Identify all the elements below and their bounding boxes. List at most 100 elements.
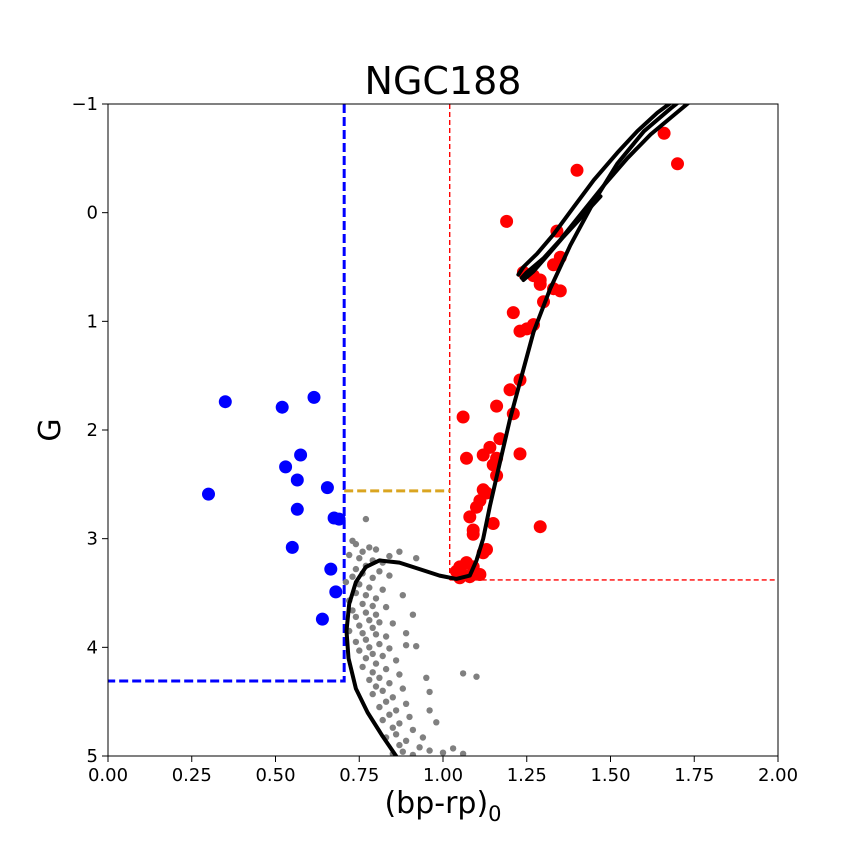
main-sequence-point	[362, 515, 370, 523]
x-axis-label-subscript: 0	[488, 802, 501, 826]
main-sequence-point	[396, 548, 403, 555]
x-tick-label: 2.00	[758, 765, 798, 786]
red-giants-point	[466, 527, 480, 541]
main-sequence-point	[362, 609, 370, 616]
main-sequence-point	[389, 620, 396, 627]
red-giants-point	[657, 126, 671, 140]
main-sequence-point	[402, 700, 410, 707]
main-sequence-point	[409, 726, 417, 734]
red-giants-point	[503, 383, 517, 397]
main-sequence-point	[372, 631, 380, 638]
main-sequence-point	[366, 644, 373, 651]
red-giants-point	[533, 520, 547, 534]
blue-stragglers-point	[294, 448, 308, 462]
main-sequence-point	[369, 624, 376, 631]
x-tick-label: 1.75	[674, 765, 714, 786]
x-axis-label: (bp-rp)0	[384, 786, 501, 826]
red-giants-point	[547, 258, 560, 272]
main-sequence-point	[352, 540, 360, 548]
red-giants-point	[486, 517, 500, 530]
main-sequence-point	[459, 670, 467, 677]
main-sequence-point	[433, 719, 440, 726]
main-sequence-point	[366, 617, 373, 624]
main-sequence-point	[416, 744, 423, 751]
main-sequence-point	[386, 552, 393, 560]
main-sequence-point	[349, 573, 356, 580]
main-sequence-point	[406, 713, 413, 721]
blue-stragglers-point	[332, 512, 346, 526]
blue-stragglers-point	[202, 487, 215, 501]
main-sequence-point	[352, 565, 360, 573]
y-axis-label: G	[33, 418, 68, 441]
blue-stragglers-point	[279, 460, 293, 474]
main-sequence-point	[409, 751, 417, 756]
main-sequence-point	[366, 676, 373, 684]
main-sequence-point	[389, 724, 396, 731]
x-tick-label: 1.00	[423, 765, 463, 786]
blue-stragglers-point	[307, 390, 321, 404]
main-sequence-point	[413, 643, 420, 650]
x-tick-label: 0.25	[172, 765, 212, 786]
main-sequence-point	[362, 655, 370, 662]
main-sequence-point	[413, 555, 420, 562]
blue-stragglers-point	[329, 585, 343, 599]
chart-title: NGC188	[365, 59, 522, 103]
main-sequence-point	[376, 674, 383, 681]
y-tick-label: 1	[87, 311, 98, 332]
red-giants-point	[463, 510, 477, 524]
main-sequence-point	[386, 711, 393, 718]
main-sequence-point	[449, 745, 457, 752]
red-giants-point	[490, 399, 504, 413]
main-sequence-point	[399, 685, 406, 692]
main-sequence-point	[382, 633, 390, 640]
red-giants-point	[476, 448, 490, 462]
blue-stragglers-point	[285, 540, 299, 554]
main-sequence-point	[366, 544, 373, 551]
blue-stragglers-point	[324, 562, 338, 576]
main-sequence-point	[352, 613, 360, 621]
main-sequence-point	[419, 734, 427, 741]
main-sequence-point	[369, 690, 376, 698]
main-sequence-point	[426, 688, 433, 696]
blue-stragglers-point	[290, 473, 304, 487]
x-tick-label: 1.25	[507, 765, 547, 786]
main-sequence-point	[359, 600, 366, 608]
main-sequence-point	[372, 683, 380, 690]
red-giants-point	[486, 458, 500, 472]
red-giants-point	[553, 284, 567, 298]
main-sequence-point	[356, 555, 363, 562]
main-sequence-point	[352, 638, 360, 646]
blue-stragglers-point	[275, 400, 289, 414]
main-sequence-point	[392, 707, 400, 714]
main-sequence-point	[376, 640, 383, 648]
main-sequence-point	[376, 703, 383, 711]
main-sequence-point	[342, 578, 350, 586]
main-sequence-point	[369, 650, 376, 658]
main-sequence-point	[379, 586, 386, 593]
y-axis: −1 0 1 2 3 4 5	[71, 94, 108, 767]
isochrone-curve-4	[521, 194, 603, 282]
y-tick-label: 0	[87, 203, 98, 224]
red-giants-point	[456, 410, 470, 424]
main-sequence-point	[386, 645, 393, 652]
red-giants-point	[671, 157, 684, 171]
y-tick-label: 3	[87, 529, 98, 550]
main-sequence-point	[372, 611, 380, 618]
main-sequence-point	[359, 630, 366, 637]
main-sequence-point	[459, 750, 467, 756]
main-sequence-point	[402, 630, 410, 637]
main-sequence-point	[382, 603, 390, 611]
isochrone-curve-3	[519, 104, 691, 280]
blue-stragglers-point	[218, 395, 232, 409]
main-sequence-point	[423, 674, 430, 681]
main-sequence-point	[392, 731, 400, 738]
main-sequence-point	[402, 737, 410, 744]
main-sequence-point	[392, 657, 400, 664]
x-tick-label: 1.50	[590, 765, 630, 786]
red-giants-point	[470, 500, 483, 514]
isochrone-curve-1	[344, 104, 680, 756]
main-sequence-point	[399, 592, 406, 599]
main-sequence-point	[366, 584, 373, 591]
